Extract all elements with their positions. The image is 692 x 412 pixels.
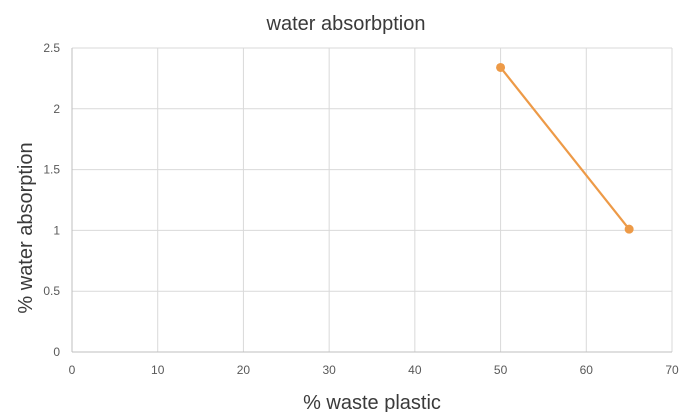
x-tick-label: 10 [151,363,165,377]
data-point [496,62,506,72]
series-line [499,66,631,230]
x-tick-label: 30 [322,363,336,377]
y-tick-label: 1 [53,223,60,237]
x-tick-label: 20 [237,363,251,377]
data-point [624,224,634,234]
x-tick-label: 70 [665,363,679,377]
grid [72,47,673,352]
y-axis-title: % water absorption [15,142,37,313]
y-tick-label: 1.5 [43,163,60,177]
y-tick-label: 0.5 [43,284,60,298]
x-tick-label: 50 [494,363,508,377]
y-tick-label: 2 [53,102,60,116]
x-axis-title: % waste plastic [303,392,441,412]
y-tick-label: 2.5 [43,41,60,55]
axes [71,48,672,353]
x-tick-label: 40 [408,363,422,377]
y-tick-label: 0 [53,345,60,359]
series [496,62,634,234]
chart-title: water absorbption [266,13,426,35]
x-tick-label: 60 [580,363,594,377]
tick-labels: 0 10 20 30 40 50 60 70 0 0.5 1 1.5 2 2.5 [43,41,679,377]
x-tick-label: 0 [69,363,76,377]
